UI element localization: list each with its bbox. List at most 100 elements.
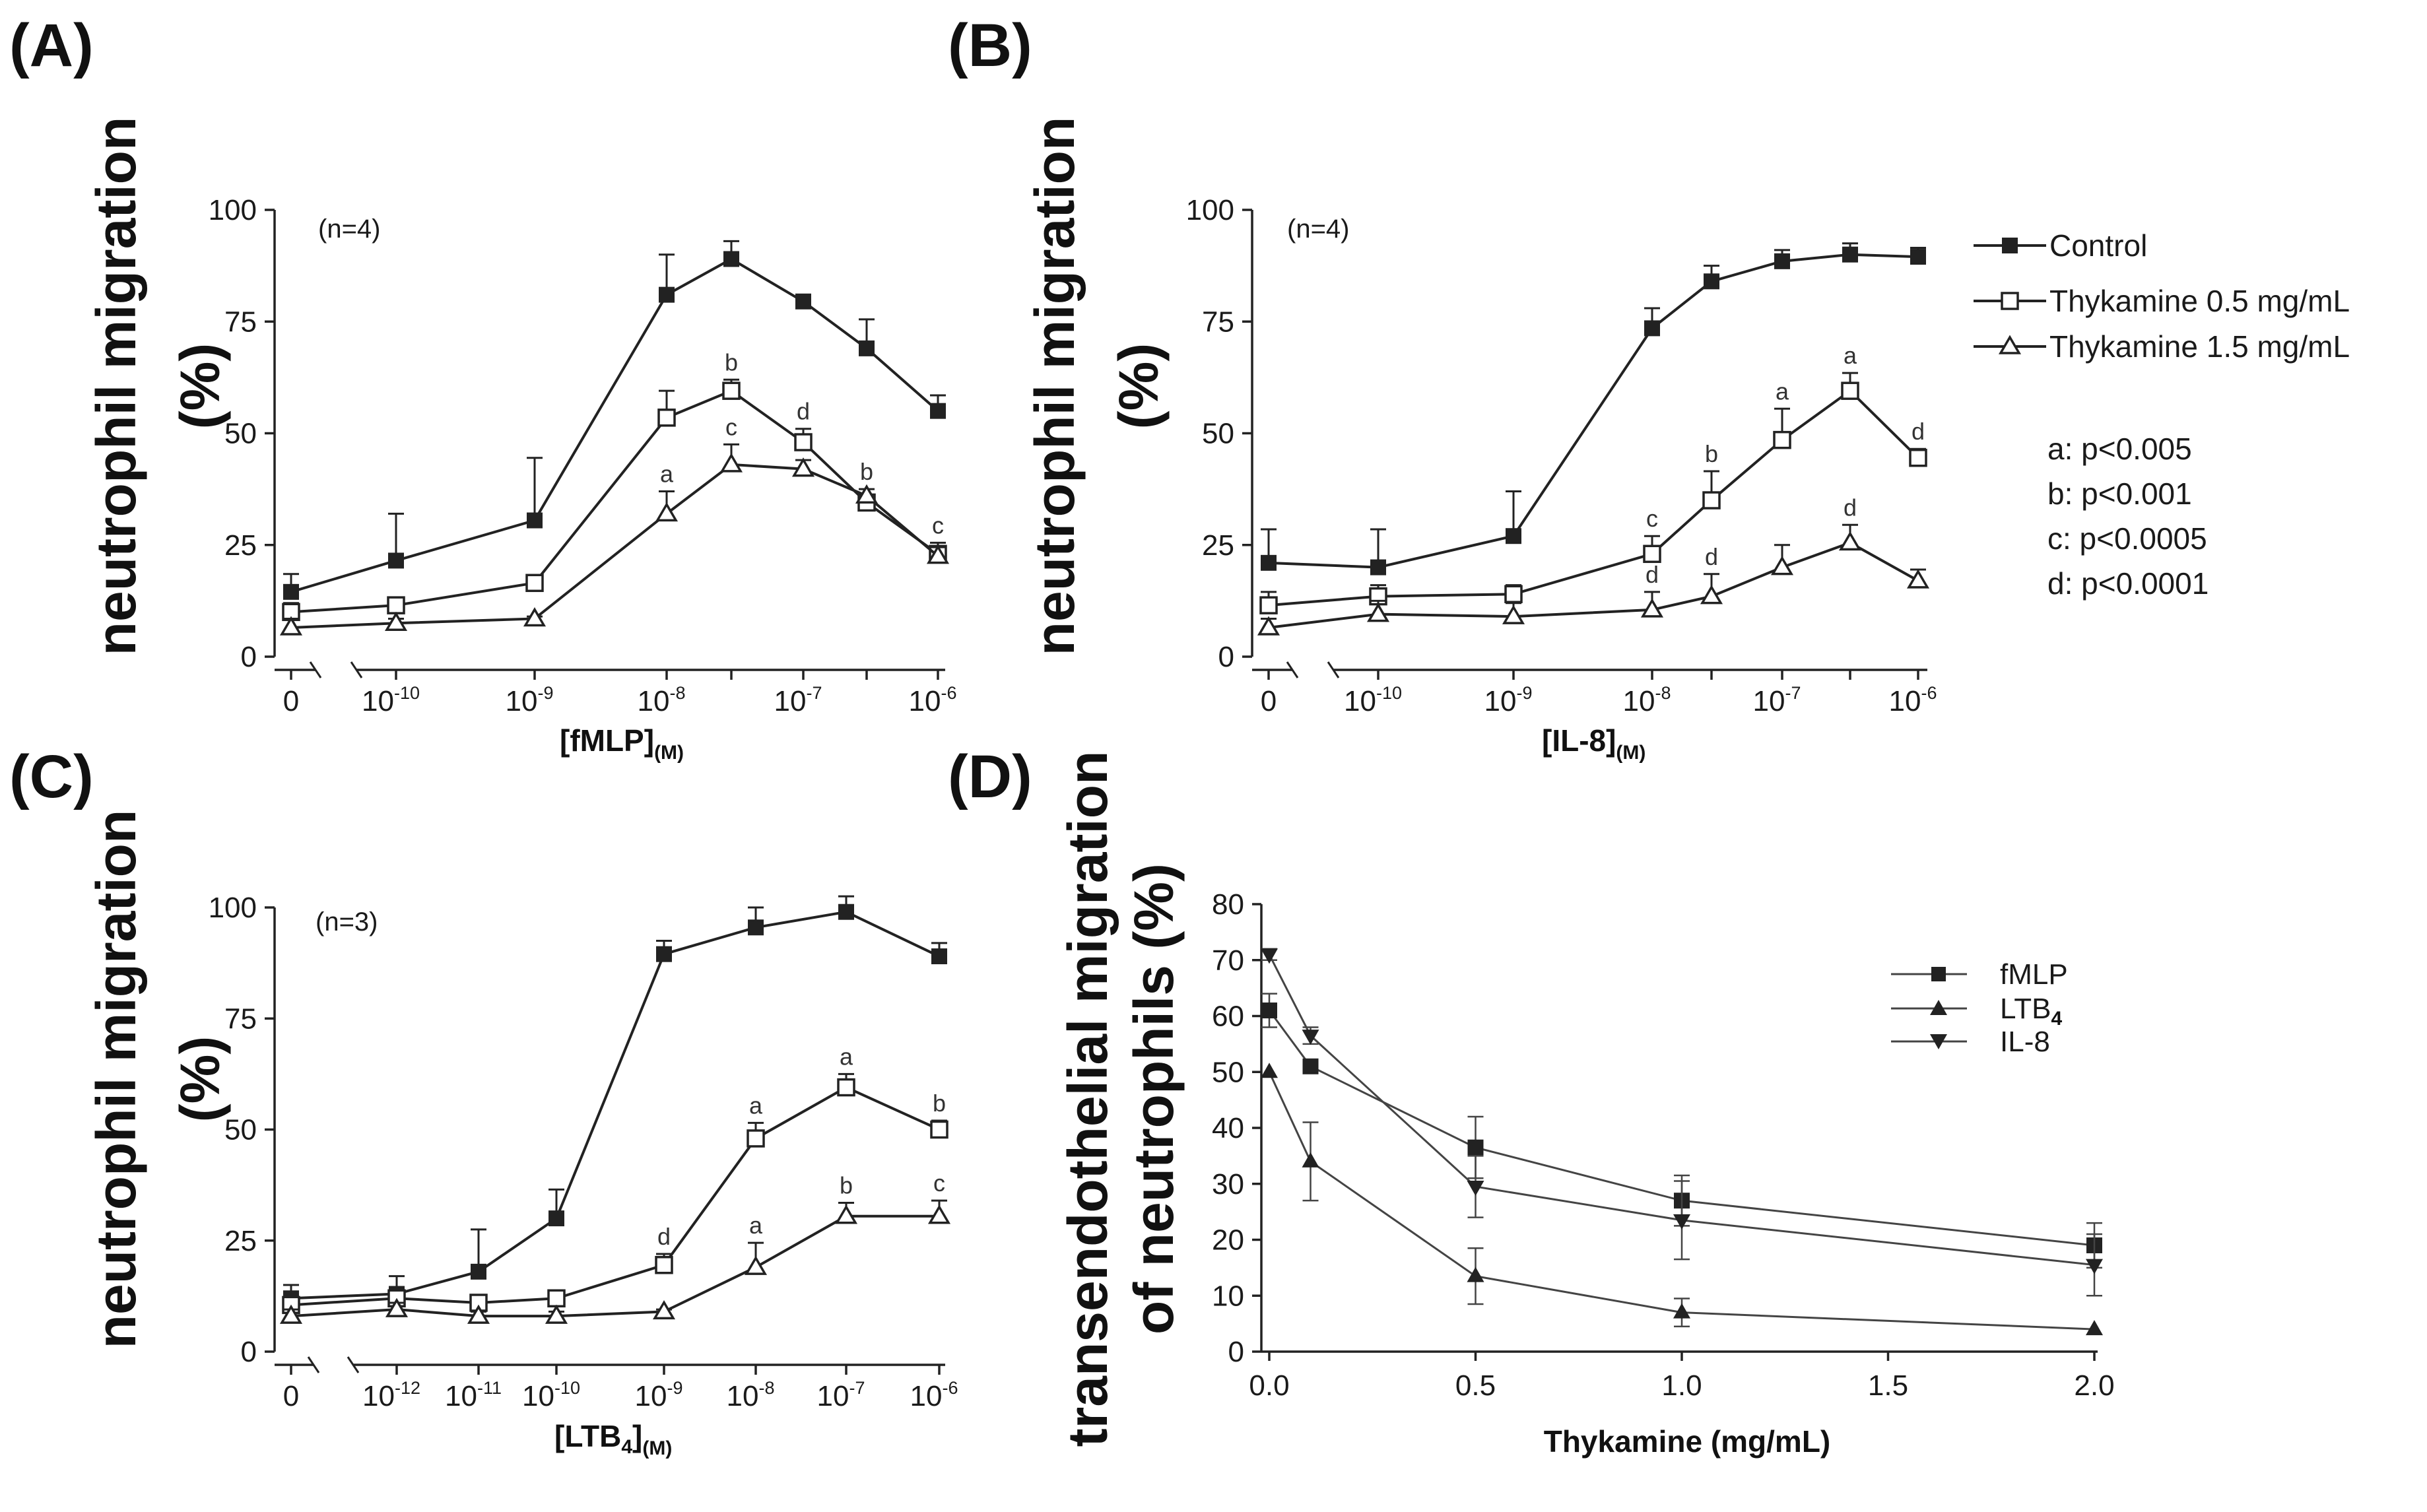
legend-d-fmlp-label: fMLP <box>2000 958 2068 991</box>
data-point <box>859 340 875 356</box>
series-line <box>290 389 939 614</box>
data-point <box>1640 598 1664 618</box>
data-point <box>747 1129 765 1148</box>
data-point <box>1700 585 1723 605</box>
data-point <box>795 293 811 310</box>
axis-break-left <box>309 661 322 678</box>
panel-c-ylabel-2: (%) <box>169 1036 231 1123</box>
significance-label: b <box>1705 440 1718 467</box>
legend-d-ltb4-sub: 4 <box>2051 1008 2062 1030</box>
legend-d-ltb4-label: LTB4 <box>2000 993 2062 1030</box>
chart-d: 0 10 20 30 40 50 60 70 80 0.0 0.5 1.0 1.5 2.0 <box>1212 888 2115 1402</box>
panel-c-xlabel: [LTB4](M) <box>554 1419 672 1459</box>
legend-sig-b: b: p<0.001 <box>2047 477 2192 511</box>
data-point <box>1841 381 1859 400</box>
panel-a-xlabel: [fMLP](M) <box>560 723 684 764</box>
series-line <box>290 1086 940 1307</box>
data-point <box>1261 1003 1277 1019</box>
panel-c-ylabel-1: neutrophil migration <box>85 810 147 1349</box>
data-point <box>655 1256 673 1274</box>
data-point <box>1261 1063 1278 1078</box>
series-b-2: d d d <box>1257 494 1930 636</box>
legend-d-ltb4-marker <box>1930 1000 1947 1015</box>
data-point <box>527 512 543 529</box>
x-tick-label: 0 <box>1261 685 1277 717</box>
panel-a-ylabel-2: (%) <box>169 343 231 430</box>
data-point <box>1467 1266 1484 1282</box>
legend-sig-a: a: p<0.005 <box>2047 432 2192 466</box>
y-tick-label: 20 <box>1212 1224 1244 1257</box>
y-tick-label: 50 <box>1212 1056 1244 1088</box>
data-point <box>1506 528 1521 544</box>
significance-label: c <box>725 413 737 440</box>
panel-b-ylabel-1: neutrophil migration <box>1024 117 1086 656</box>
data-point <box>1773 430 1791 449</box>
panel-d-ylabel-2: of neutrophils (%) <box>1123 863 1185 1334</box>
legend-d-il8-label: IL-8 <box>2000 1026 2050 1058</box>
y-tick-label: 100 <box>209 892 257 924</box>
panel-a-n: (n=4) <box>318 214 381 244</box>
series-line <box>1268 541 1919 629</box>
data-point <box>1257 616 1280 636</box>
x-tick-label: 10-11 <box>445 1378 502 1412</box>
data-point <box>2086 1259 2103 1274</box>
data-point <box>1259 596 1278 614</box>
series-d-2 <box>1261 948 2103 1297</box>
data-point <box>656 946 672 962</box>
significance-label: a <box>840 1043 853 1070</box>
data-point <box>657 409 676 427</box>
legend-control-label: Control <box>2049 228 2147 263</box>
panel-a-label: (A) <box>9 12 94 79</box>
legend-sig-d: d: p<0.0001 <box>2047 566 2209 601</box>
legend-d-il8-marker <box>1930 1034 1947 1049</box>
series-line <box>290 1214 939 1318</box>
data-point <box>659 286 675 303</box>
data-point <box>1842 246 1858 263</box>
panel-c-xlabel-close: ] <box>632 1419 642 1453</box>
panel-b-ylabel-2: (%) <box>1108 343 1170 430</box>
data-point <box>279 616 303 636</box>
data-point <box>1302 1058 1319 1074</box>
data-point <box>855 484 879 504</box>
y-tick-label: 75 <box>1202 306 1234 338</box>
data-point <box>722 381 741 400</box>
y-tick-label: 0 <box>241 1336 257 1368</box>
legend-thy15-label: Thykamine 1.5 mg/mL <box>2049 329 2350 364</box>
panel-d-xlabel: Thykamine (mg/mL) <box>1544 1424 1831 1459</box>
data-point <box>547 1289 566 1307</box>
x-tick-label: 10-10 <box>522 1378 580 1412</box>
data-point <box>931 948 947 965</box>
data-point <box>2086 1320 2103 1336</box>
y-tick-label: 0 <box>1218 641 1234 673</box>
y-tick-label: 30 <box>1212 1168 1244 1200</box>
axis-break-right <box>1327 661 1340 678</box>
significance-label: a <box>1776 378 1789 405</box>
panel-b-xlabel: [IL-8](M) <box>1542 723 1646 764</box>
data-point <box>471 1263 486 1280</box>
y-tick-label: 75 <box>224 1003 257 1035</box>
significance-label: b <box>860 458 873 485</box>
x-tick-label: 10-8 <box>1623 683 1671 717</box>
series-a-0 <box>283 240 946 600</box>
data-point <box>1774 253 1790 269</box>
data-point <box>1302 1152 1319 1167</box>
data-point <box>467 1304 490 1324</box>
data-point <box>545 1304 568 1324</box>
data-point <box>655 502 679 522</box>
series-b-0 <box>1261 242 1926 575</box>
y-tick-label: 75 <box>224 306 257 338</box>
y-tick-label: 25 <box>1202 529 1234 562</box>
y-tick-label: 0 <box>1228 1336 1244 1368</box>
series-a-1: b d c <box>282 348 947 622</box>
y-tick-label: 50 <box>224 1114 257 1146</box>
x-tick-label: 10-7 <box>774 683 822 717</box>
x-tick-label: 2.0 <box>2074 1369 2114 1402</box>
panel-c-xlabel-main: [LTB <box>554 1419 621 1453</box>
significance-label: d <box>1912 418 1925 445</box>
panel-b-xlabel-sub: (M) <box>1616 742 1646 764</box>
series-line <box>1268 253 1919 569</box>
y-tick-label: 80 <box>1212 888 1244 921</box>
significance-label: d <box>1646 561 1659 588</box>
data-point <box>1770 556 1794 575</box>
